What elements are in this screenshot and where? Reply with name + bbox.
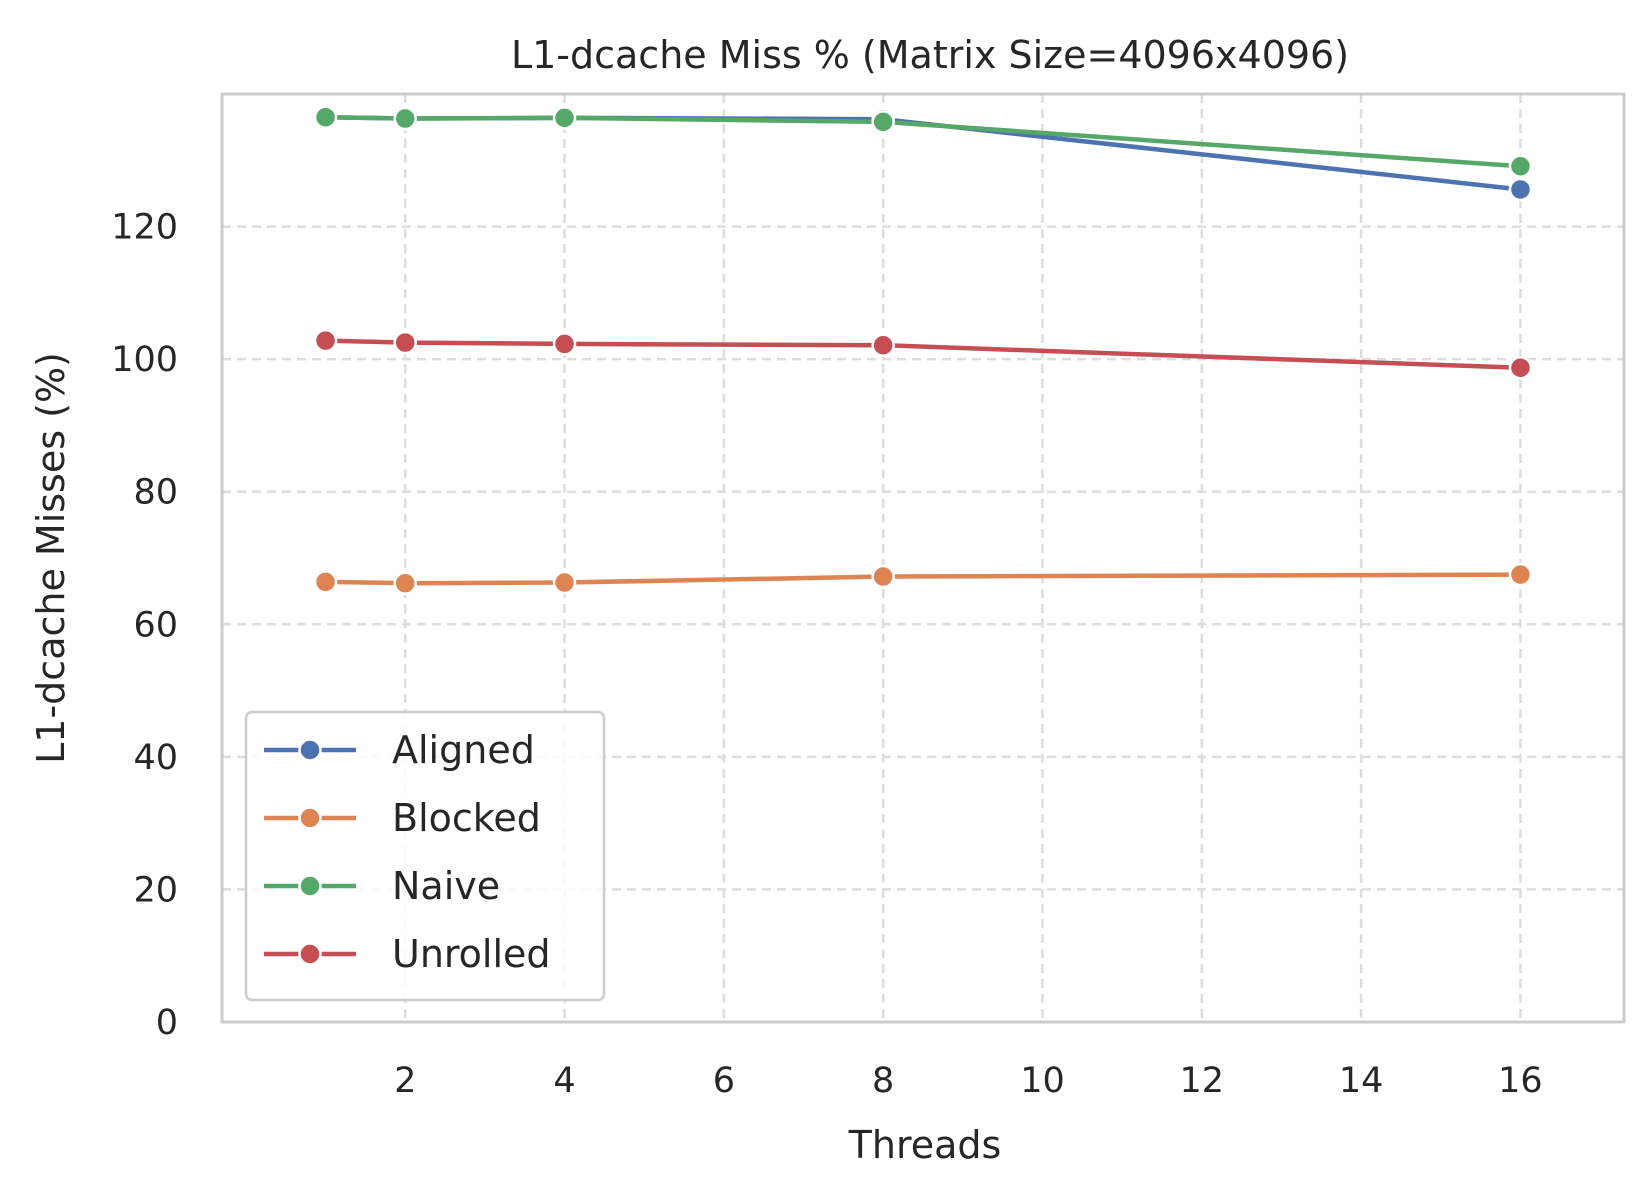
x-axis-ticks: 2 4 6 8 10 12 14 16 — [394, 1061, 1543, 1101]
x-axis-label: Threads — [848, 1123, 1002, 1167]
y-tick-label: 40 — [133, 738, 178, 778]
y-tick-label: 80 — [133, 473, 178, 513]
legend: Aligned Blocked Naive Unrolled — [244, 710, 606, 1002]
series-layer — [313, 105, 1533, 595]
chart-title: L1-dcache Miss % (Matrix Size=4096x4096) — [511, 33, 1349, 77]
data-point — [393, 106, 417, 131]
data-point — [871, 564, 895, 589]
x-tick-label: 4 — [553, 1061, 575, 1101]
x-tick-label: 14 — [1339, 1061, 1384, 1101]
x-tick-label: 12 — [1180, 1061, 1225, 1101]
y-tick-label: 60 — [133, 605, 178, 645]
series-unrolled — [313, 328, 1533, 380]
y-tick-label: 120 — [111, 208, 178, 248]
x-tick-label: 16 — [1498, 1061, 1543, 1101]
legend-label: Naive — [392, 864, 500, 908]
legend-swatch-marker — [298, 874, 322, 898]
legend-item-blocked: Blocked — [264, 796, 541, 840]
data-point — [313, 105, 338, 129]
series-blocked — [313, 562, 1533, 595]
y-tick-label: 100 — [111, 340, 178, 380]
series-line — [323, 572, 1523, 586]
data-point — [393, 571, 417, 595]
x-tick-label: 6 — [713, 1061, 735, 1101]
data-point — [552, 106, 577, 130]
legend-item-naive: Naive — [264, 864, 500, 908]
legend-label: Blocked — [392, 796, 541, 840]
y-tick-label: 0 — [156, 1003, 178, 1043]
legend-swatch-marker — [298, 806, 322, 830]
data-point — [871, 333, 895, 357]
legend-swatch-marker — [298, 942, 322, 966]
legend-label: Aligned — [392, 728, 535, 772]
data-point — [1508, 154, 1533, 179]
y-axis-label: L1-dcache Misses (%) — [29, 352, 73, 764]
legend-box — [244, 710, 606, 1002]
plot-frame — [220, 92, 1626, 1024]
data-point — [552, 570, 577, 595]
data-point — [871, 110, 895, 134]
series-line — [323, 338, 1523, 371]
series-line — [323, 114, 1523, 169]
legend-label: Unrolled — [392, 932, 551, 976]
data-point — [393, 330, 417, 355]
legend-item-aligned: Aligned — [264, 728, 535, 772]
x-tick-label: 10 — [1020, 1061, 1065, 1101]
data-point — [1508, 177, 1533, 202]
data-point — [1508, 562, 1533, 587]
x-tick-label: 2 — [394, 1061, 416, 1101]
data-point — [552, 332, 577, 356]
series-naive — [313, 105, 1533, 179]
data-point — [313, 570, 338, 594]
legend-item-unrolled: Unrolled — [264, 932, 551, 976]
legend-swatch-marker — [298, 738, 322, 762]
x-tick-label: 8 — [872, 1061, 894, 1101]
y-axis-ticks: 0 20 40 60 80 100 120 — [111, 208, 178, 1043]
data-point — [313, 328, 338, 353]
data-point — [1508, 356, 1533, 380]
y-tick-label: 20 — [133, 870, 178, 910]
